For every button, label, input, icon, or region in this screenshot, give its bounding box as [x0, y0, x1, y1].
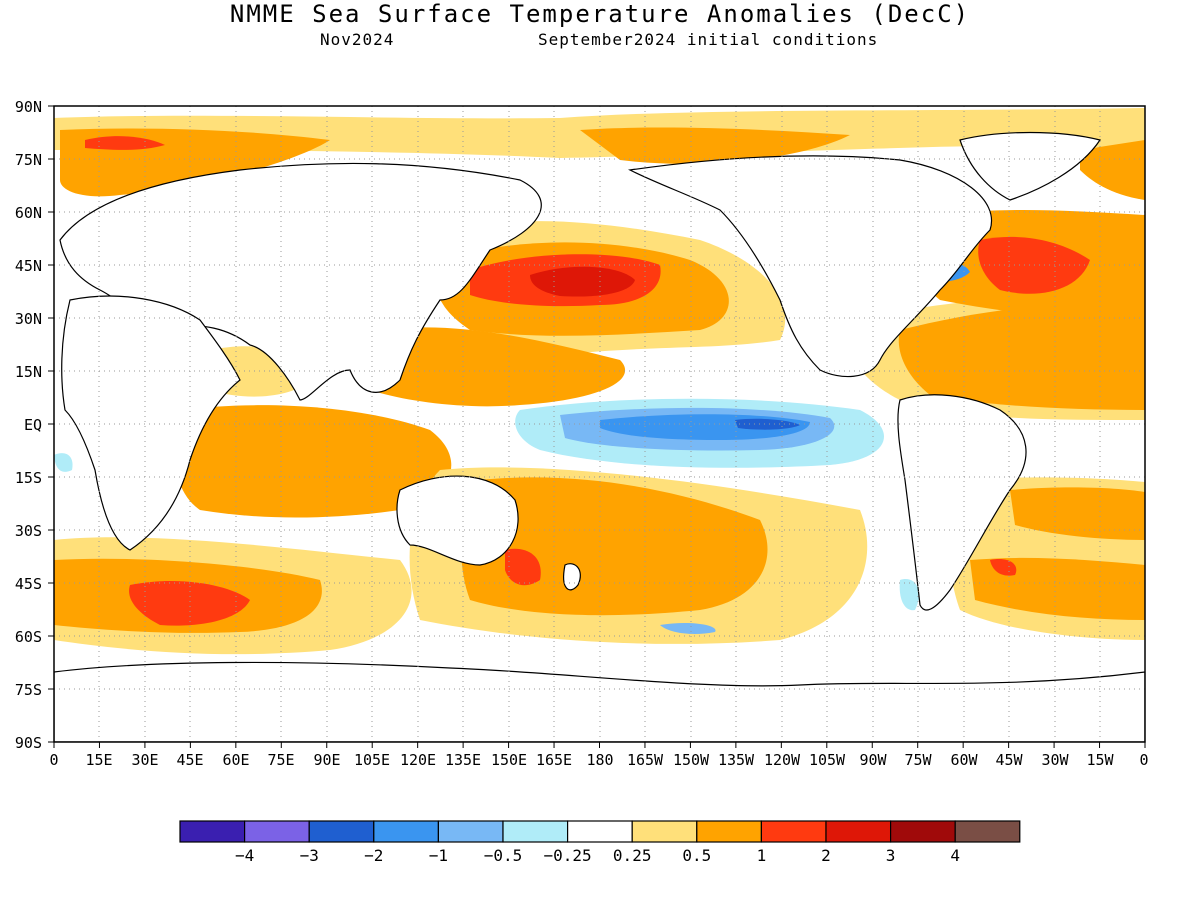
anomaly-fields [54, 108, 1145, 655]
colorbar-label: −0.5 [484, 846, 523, 865]
lon-label: 120E [399, 751, 437, 769]
lon-label: 180 [586, 751, 614, 769]
colorbar-label: 4 [950, 846, 960, 865]
lon-label: 90E [313, 751, 341, 769]
lon-label: 15W [1086, 751, 1114, 769]
colorbar-swatch [954, 820, 1021, 843]
lat-label: 30N [14, 310, 42, 328]
lon-label: 90W [859, 751, 887, 769]
colorbar-label: −4 [235, 846, 254, 865]
colorbar-label: 2 [821, 846, 831, 865]
initial-conditions: September2024 initial conditions [538, 30, 879, 49]
colorbar-label: −0.25 [544, 846, 592, 865]
colorbar-swatch [631, 820, 698, 843]
lat-label: EQ [23, 416, 42, 434]
colorbar-label: 0.25 [613, 846, 652, 865]
lon-label: 75W [904, 751, 932, 769]
lon-label: 165W [626, 751, 664, 769]
lon-label: 60W [950, 751, 978, 769]
colorbar-label: −1 [429, 846, 448, 865]
graticule [54, 106, 1145, 742]
colorbar-label: 1 [757, 846, 767, 865]
lat-label: 75N [14, 151, 42, 169]
lon-label: 30W [1041, 751, 1069, 769]
lat-label: 60N [14, 204, 42, 222]
lon-label: 0 [1139, 751, 1149, 769]
lon-label: 45E [176, 751, 204, 769]
map-title: NMME Sea Surface Temperature Anomalies (… [229, 0, 971, 28]
colorbar-swatch [760, 820, 827, 843]
colorbar-swatch [244, 820, 310, 843]
colorbar-label: −3 [300, 846, 319, 865]
lon-label: 75E [267, 751, 295, 769]
colorbar: −4 −3 −2 −1 −0.5 −0.25 0.25 0.5 1 2 3 4 [179, 820, 1021, 865]
lon-label: 105W [808, 751, 846, 769]
colorbar-swatch [566, 820, 633, 843]
lon-label: 15E [85, 751, 113, 769]
lon-label: 135W [717, 751, 755, 769]
lat-label: 15S [14, 469, 42, 487]
colorbar-swatch [373, 820, 439, 843]
lon-label: 105E [353, 751, 391, 769]
lat-label: 90S [14, 734, 42, 752]
lat-label: 45S [14, 575, 42, 593]
lon-label: 0 [49, 751, 59, 769]
lat-label: 90N [14, 98, 42, 116]
colorbar-label: −2 [364, 846, 383, 865]
lat-label: 15N [14, 363, 42, 381]
colorbar-swatch [889, 820, 956, 843]
colorbar-label: 3 [886, 846, 896, 865]
lon-label: 135E [444, 751, 482, 769]
forecast-month: Nov2024 [320, 30, 395, 49]
colorbar-swatch [308, 820, 375, 843]
lon-label: 150W [672, 751, 710, 769]
continent-outlines [54, 131, 1145, 742]
lon-label: 165E [535, 751, 573, 769]
colorbar-swatch [502, 820, 569, 843]
lat-label: 60S [14, 628, 42, 646]
colorbar-swatch [437, 820, 504, 843]
lon-label: 120W [763, 751, 801, 769]
lon-label: 150E [490, 751, 528, 769]
colorbar-label: 0.5 [682, 846, 711, 865]
colorbar-swatch [696, 820, 762, 843]
lon-label: 30E [131, 751, 159, 769]
lon-label: 45W [995, 751, 1023, 769]
axis-ticks [48, 105, 1146, 748]
colorbar-swatch [825, 820, 892, 843]
lon-label: 60E [222, 751, 250, 769]
lat-label: 75S [14, 681, 42, 699]
colorbar-swatch [179, 820, 246, 843]
lat-label: 30S [14, 522, 42, 540]
lat-label: 45N [14, 257, 42, 275]
